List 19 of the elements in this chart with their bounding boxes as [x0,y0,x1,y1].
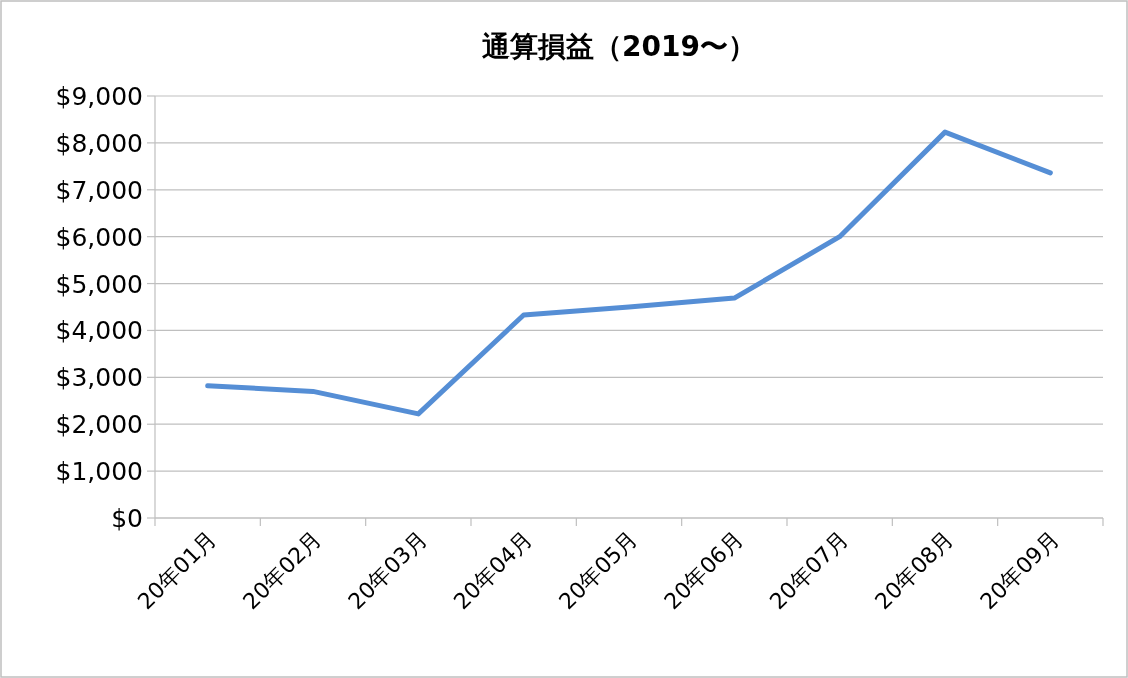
x-tick-label: 20年09月 [975,525,1064,615]
y-tick-label: $5,000 [55,269,143,299]
y-tick-label: $7,000 [55,175,143,205]
x-tick-label: 20年04月 [448,525,538,615]
x-tick-label: 20年05月 [554,525,643,615]
y-tick-label: $1,000 [55,457,143,487]
x-tick-label: 20年03月 [343,525,432,615]
chart-title: 通算損益（2019〜） [482,30,756,63]
y-tick-label: $9,000 [55,82,143,111]
y-tick-label: $8,000 [55,128,143,158]
y-tick-label: $4,000 [55,316,143,346]
y-tick-label: $6,000 [55,222,143,252]
y-tick-label: $0 [111,504,143,533]
x-tick-label: 20年02月 [238,525,327,615]
y-tick-label: $2,000 [55,410,143,440]
y-tick-label: $3,000 [55,363,143,393]
x-tick-label: 20年06月 [659,525,748,615]
x-tick-label: 20年08月 [870,525,959,615]
x-tick-label: 20年07月 [764,525,854,615]
